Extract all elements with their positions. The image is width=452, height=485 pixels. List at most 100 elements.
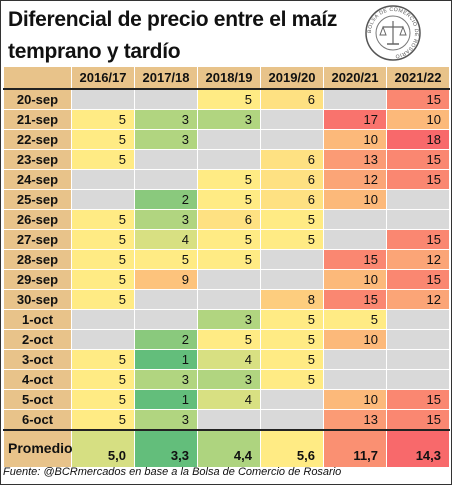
data-cell: 13 — [323, 408, 387, 430]
row-label: 29-sep — [3, 268, 72, 290]
data-cell: 5 — [260, 368, 324, 390]
data-cell — [386, 348, 450, 370]
table-row: 20-sep 5 6 15 — [3, 88, 450, 110]
data-cell: 5 — [260, 208, 324, 230]
row-label: 4-oct — [3, 368, 72, 390]
data-cell: 5 — [260, 228, 324, 250]
data-cell: 6 — [260, 188, 324, 210]
data-cell: 5 — [71, 368, 135, 390]
row-label: 28-sep — [3, 248, 72, 270]
data-cell — [134, 168, 198, 190]
data-cell: 1 — [134, 348, 198, 370]
data-cell: 5 — [197, 248, 261, 270]
data-cell — [260, 248, 324, 270]
data-cell — [260, 108, 324, 130]
data-cell: 5 — [197, 168, 261, 190]
data-cell: 12 — [323, 168, 387, 190]
header-row: 2016/17 2017/18 2018/19 2019/20 2020/21 2021/… — [3, 66, 450, 90]
source-footer: Fuente: @BCRmercados en base a la Bolsa … — [3, 466, 342, 478]
table-row: 23-sep 5 6 13 15 — [3, 148, 450, 170]
data-cell — [323, 88, 387, 110]
data-cell: 2 — [134, 188, 198, 210]
table-row: 26-sep 5 3 6 5 — [3, 208, 450, 230]
data-cell: 10 — [323, 188, 387, 210]
data-cell: 4 — [134, 228, 198, 250]
column-header: 2018/19 — [197, 66, 261, 90]
total-label: Promedio — [3, 428, 73, 468]
data-cell: 3 — [134, 208, 198, 230]
data-cell: 5 — [197, 188, 261, 210]
table-row: 4-oct 5 3 3 5 — [3, 368, 450, 390]
data-cell — [197, 288, 261, 310]
row-label: 25-sep — [3, 188, 72, 210]
data-cell — [260, 388, 324, 410]
data-cell: 5 — [323, 308, 387, 330]
data-cell: 17 — [323, 108, 387, 130]
data-cell: 6 — [260, 168, 324, 190]
data-cell: 15 — [323, 248, 387, 270]
table-row: 21-sep 5 3 3 17 10 — [3, 108, 450, 130]
data-cell: 15 — [386, 228, 450, 250]
row-label: 6-oct — [3, 408, 72, 430]
data-cell: 2 — [134, 328, 198, 350]
data-cell — [386, 208, 450, 230]
data-cell: 5 — [134, 248, 198, 270]
row-label: 27-sep — [3, 228, 72, 250]
data-cell: 6 — [260, 148, 324, 170]
data-cell: 15 — [323, 288, 387, 310]
total-cell: 5,0 — [71, 428, 135, 468]
data-cell — [134, 308, 198, 330]
table-row: 6-oct 5 3 13 15 — [3, 408, 450, 430]
data-cell: 10 — [323, 388, 387, 410]
row-label: 23-sep — [3, 148, 72, 170]
column-header: 2019/20 — [260, 66, 324, 90]
data-cell: 15 — [386, 168, 450, 190]
table-row: 29-sep 5 9 10 15 — [3, 268, 450, 290]
data-cell — [134, 288, 198, 310]
data-cell — [71, 168, 135, 190]
table-row: 2-oct 2 5 5 10 — [3, 328, 450, 350]
data-cell: 4 — [197, 348, 261, 370]
data-cell: 3 — [134, 408, 198, 430]
data-cell: 10 — [323, 328, 387, 350]
total-cell: 5,6 — [260, 428, 324, 468]
table-row: 3-oct 5 1 4 5 — [3, 348, 450, 370]
data-cell — [260, 268, 324, 290]
data-cell: 3 — [197, 108, 261, 130]
total-cell: 3,3 — [134, 428, 198, 468]
data-cell: 5 — [260, 328, 324, 350]
data-cell — [134, 88, 198, 110]
data-cell: 5 — [260, 348, 324, 370]
data-cell — [386, 188, 450, 210]
table-row: 28-sep 5 5 5 15 12 — [3, 248, 450, 270]
table-row: 22-sep 5 3 10 18 — [3, 128, 450, 150]
data-cell — [323, 208, 387, 230]
row-label: 26-sep — [3, 208, 72, 230]
total-cell: 11,7 — [323, 428, 387, 468]
table-row: 30-sep 5 8 15 12 — [3, 288, 450, 310]
row-label: 5-oct — [3, 388, 72, 410]
data-cell: 5 — [71, 268, 135, 290]
data-cell: 5 — [71, 128, 135, 150]
data-cell: 15 — [386, 88, 450, 110]
column-header: 2017/18 — [134, 66, 198, 90]
data-cell — [323, 228, 387, 250]
data-cell: 10 — [323, 128, 387, 150]
data-cell — [134, 148, 198, 170]
data-cell — [197, 408, 261, 430]
data-cell: 3 — [134, 128, 198, 150]
data-cell: 6 — [260, 88, 324, 110]
data-cell — [71, 88, 135, 110]
data-cell: 15 — [386, 388, 450, 410]
row-label: 20-sep — [3, 88, 72, 110]
chart-title: Diferencial de precio entre el maíz temp… — [8, 8, 338, 63]
data-cell: 5 — [197, 228, 261, 250]
data-cell — [386, 308, 450, 330]
row-label: 2-oct — [3, 328, 72, 350]
data-cell: 5 — [71, 408, 135, 430]
data-cell: 5 — [260, 308, 324, 330]
column-header: 2020/21 — [323, 66, 387, 90]
row-label: 3-oct — [3, 348, 72, 370]
data-cell: 12 — [386, 288, 450, 310]
header-corner — [3, 66, 72, 90]
